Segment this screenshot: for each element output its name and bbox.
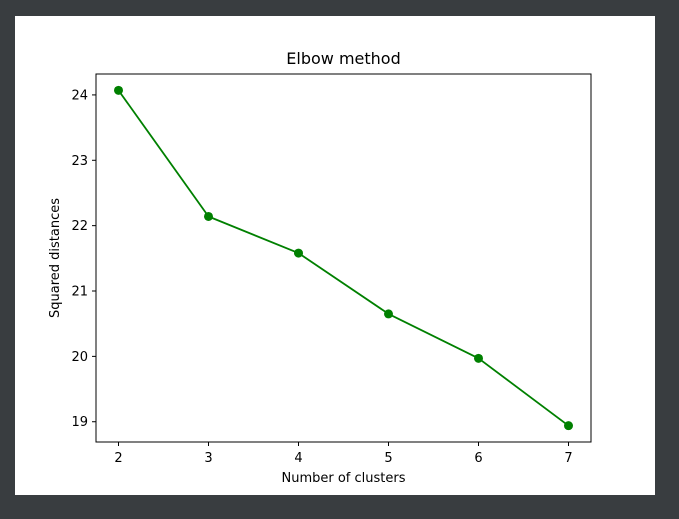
y-tick-label: 23 — [71, 154, 88, 169]
x-tick-label: 3 — [204, 451, 212, 466]
data-point — [204, 211, 213, 221]
data-point — [384, 309, 393, 319]
series-group — [114, 85, 573, 431]
y-axis-label: Squared distances — [48, 198, 63, 318]
x-tick-label: 6 — [474, 451, 482, 466]
y-tick-label: 19 — [71, 415, 88, 430]
x-axis-label: Number of clusters — [281, 471, 405, 486]
data-point — [294, 248, 303, 258]
plot-frame — [95, 73, 592, 443]
x-tick-label: 7 — [564, 451, 572, 466]
x-tick-label: 5 — [384, 451, 392, 466]
data-point — [114, 85, 123, 95]
y-axis: 19 20 21 22 23 24 — [71, 88, 96, 430]
data-point — [564, 421, 573, 431]
y-tick-label: 20 — [71, 350, 88, 365]
series-line — [117, 89, 570, 427]
x-tick-label: 4 — [294, 451, 302, 466]
x-tick-label: 2 — [114, 451, 122, 466]
data-point — [474, 353, 483, 363]
chart-title: Elbow method — [286, 49, 400, 68]
y-tick-label: 22 — [71, 219, 88, 234]
y-tick-label: 24 — [71, 88, 88, 103]
x-axis: 2 3 4 5 6 7 — [114, 442, 573, 466]
y-tick-label: 21 — [71, 285, 88, 300]
